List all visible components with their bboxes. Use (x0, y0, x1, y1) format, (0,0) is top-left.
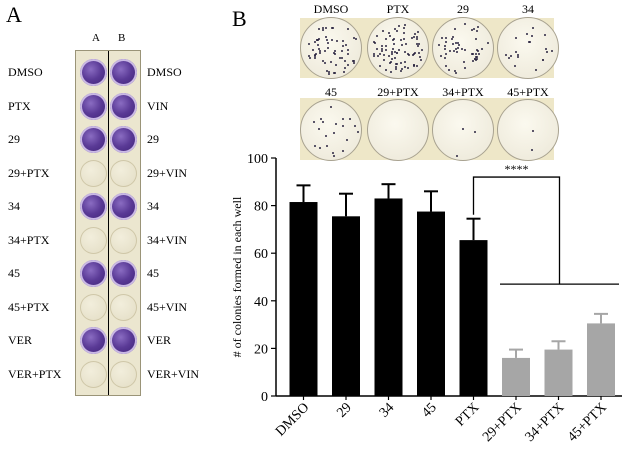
stained-well (110, 92, 137, 120)
plate-divider (108, 51, 109, 395)
colony-dish (432, 17, 494, 79)
bar (332, 216, 360, 396)
colony-dish (497, 17, 559, 79)
x-tick-label: 29+PTX (480, 400, 525, 445)
bar (459, 240, 488, 396)
dish-label: 29 (457, 2, 469, 16)
x-tick-label: 34 (377, 400, 398, 421)
y-tick-label: 100 (247, 152, 268, 167)
bar (417, 211, 445, 396)
stained-well (110, 327, 137, 354)
stained-well (80, 327, 107, 354)
column-b-header: B (118, 32, 126, 44)
empty-well (80, 159, 107, 187)
plate-label-right: 45 (147, 266, 159, 280)
plate-label-left: 34 (8, 199, 20, 213)
plate-label-right: VIN (147, 98, 169, 113)
plate-label-right: 34 (147, 199, 159, 213)
stained-well (80, 260, 107, 287)
plate-label-right: 45+VIN (147, 299, 188, 314)
y-tick-label: 20 (254, 342, 268, 357)
plate-label-left: 34+PTX (8, 232, 50, 247)
plate-label-right: VER+VIN (147, 366, 200, 381)
empty-well (80, 360, 107, 388)
bar (374, 198, 403, 396)
x-tick-label: 45+PTX (565, 400, 610, 445)
y-tick-label: 0 (261, 390, 268, 405)
stained-well (80, 126, 107, 153)
colony-dish (300, 17, 362, 79)
column-a-header: A (92, 32, 100, 44)
empty-well (110, 159, 137, 187)
plate-label-right: 29+VIN (147, 165, 188, 180)
y-axis-label: # of colonies formed in each well (230, 196, 244, 357)
colony-dish (497, 99, 559, 161)
plate-label-right: DMSO (147, 65, 182, 79)
colony-dish (432, 99, 494, 161)
plate-label-right: 34+VIN (147, 232, 188, 247)
plate-label-left: 29+PTX (8, 165, 50, 180)
x-tick-label: 45 (419, 400, 440, 421)
stained-well (80, 59, 107, 86)
significance-bracket (472, 176, 561, 285)
plate-label-left: PTX (8, 98, 31, 113)
bar (289, 202, 318, 396)
panel-a-letter: A (6, 2, 22, 27)
empty-well (80, 293, 107, 321)
stained-well (80, 193, 107, 220)
stained-well (110, 193, 137, 220)
y-tick-label: 40 (254, 295, 268, 310)
y-tick-label: 60 (254, 247, 268, 262)
dish-label: PTX (386, 2, 410, 16)
empty-well (110, 226, 137, 254)
colony-dish (300, 99, 362, 161)
x-tick-label: 29 (334, 400, 355, 421)
empty-well (110, 360, 137, 388)
dish-label: 45+PTX (507, 85, 549, 99)
dish-label: 34 (522, 2, 534, 16)
significance-annotation: **** (505, 162, 529, 176)
empty-well (110, 293, 137, 321)
stained-well (110, 59, 137, 86)
y-tick-label: 80 (254, 200, 268, 215)
dish-label: DMSO (313, 2, 349, 16)
plate-label-left: 29 (8, 132, 20, 146)
dish-label: 34+PTX (442, 85, 484, 99)
plate-label-left: 45 (8, 266, 20, 280)
stained-well (110, 126, 137, 153)
dish-label: 29+PTX (377, 85, 419, 99)
panel-b-letter: B (232, 6, 247, 31)
empty-well (80, 226, 107, 254)
plate-label-right: 29 (147, 132, 159, 146)
stained-well (110, 260, 137, 287)
colony-dish (367, 17, 429, 79)
plate-label-left: VER+PTX (8, 366, 62, 381)
bar (544, 349, 573, 396)
dish-label: 45 (325, 85, 337, 99)
plate-label-left: DMSO (8, 65, 43, 79)
stained-well (80, 92, 107, 120)
colony-dish (367, 99, 429, 161)
plate-label-right: VER (147, 333, 171, 347)
x-tick-label: 34+PTX (523, 400, 568, 445)
plate-label-left: 45+PTX (8, 299, 50, 314)
x-tick-label: PTX (453, 400, 482, 429)
bar (587, 323, 615, 396)
x-tick-label: DMSO (273, 400, 312, 439)
bar (502, 357, 530, 396)
plate-label-left: VER (8, 333, 32, 347)
